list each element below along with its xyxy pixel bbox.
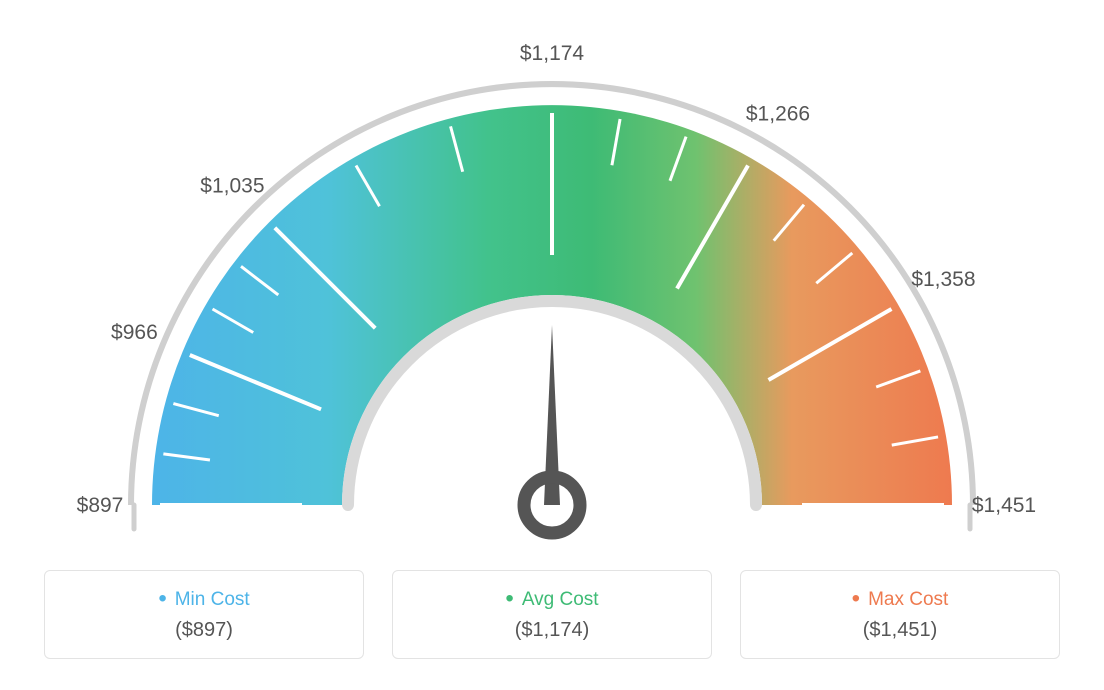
gauge-tick-label: $966 [111, 321, 158, 344]
chart-container: $897 $966 $1,035 $1,174 $1,266 $1,358 $1,451 M… [0, 0, 1104, 690]
gauge-tick-label: $1,266 [746, 103, 810, 126]
gauge-tick-label: $1,174 [520, 42, 585, 65]
legend-row: Min Cost ($897) Avg Cost ($1,174) Max Co… [0, 570, 1104, 659]
gauge-tick-label: $897 [77, 494, 124, 517]
legend-title-max: Max Cost [741, 585, 1059, 613]
legend-value-max: ($1,451) [741, 619, 1059, 642]
legend-card-avg: Avg Cost ($1,174) [392, 570, 712, 659]
gauge-svg: $897 $966 $1,035 $1,174 $1,266 $1,358 $1,451 [0, 0, 1104, 560]
legend-card-min: Min Cost ($897) [44, 570, 364, 659]
gauge-area: $897 $966 $1,035 $1,174 $1,266 $1,358 $1,451 [0, 0, 1104, 560]
gauge-tick-label: $1,451 [972, 494, 1036, 517]
gauge-tick-label: $1,358 [911, 268, 975, 291]
legend-value-avg: ($1,174) [393, 619, 711, 642]
legend-title-avg: Avg Cost [393, 585, 711, 613]
legend-title-min: Min Cost [45, 585, 363, 613]
gauge-tick-label: $1,035 [200, 174, 264, 197]
legend-card-max: Max Cost ($1,451) [740, 570, 1060, 659]
legend-value-min: ($897) [45, 619, 363, 642]
